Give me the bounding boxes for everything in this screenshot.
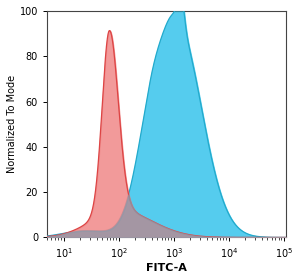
Y-axis label: Normalized To Mode: Normalized To Mode [7,75,17,173]
X-axis label: FITC-A: FITC-A [146,263,187,273]
